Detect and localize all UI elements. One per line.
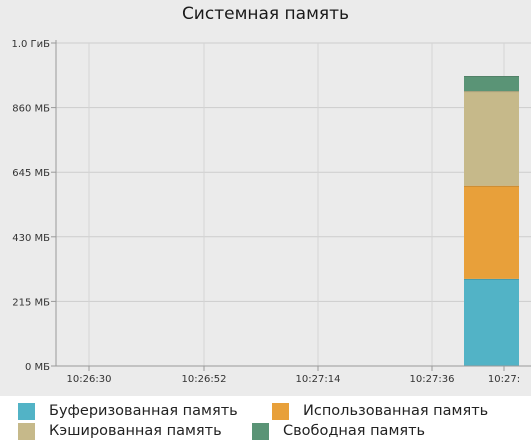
- legend-item-used[interactable]: Использованная память: [272, 401, 488, 421]
- legend: Буферизованная память Использованная пам…: [0, 396, 531, 444]
- series-layer: [464, 76, 519, 366]
- legend-swatch-buffered: [18, 402, 35, 420]
- stacked-area-segment: [464, 91, 519, 186]
- legend-item-free[interactable]: Свободная память: [252, 421, 425, 441]
- stacked-area-segment: [464, 76, 519, 92]
- y-tick-label: 0 МБ: [25, 362, 50, 373]
- x-tick-label: 10:27:14: [296, 374, 341, 385]
- y-tick-label: 645 МБ: [12, 168, 50, 179]
- y-tick-label: 215 МБ: [12, 297, 50, 308]
- chart-svg: 0 МБ 215 МБ 430 МБ 645 МБ 860 МБ 1.0 ГиБ 10:26…: [11, 39, 531, 385]
- legend-swatch-used: [272, 402, 289, 420]
- legend-label-buffered: Буферизованная память: [49, 403, 238, 419]
- x-tick-label: 10:26:52: [182, 374, 227, 385]
- chart-panel: Системная память 0 МБ 215 МБ 430 МБ 645 МБ 8…: [0, 0, 531, 396]
- y-tick-label: 860 МБ: [12, 104, 50, 115]
- grid-layer: [56, 42, 531, 366]
- legend-item-buffered[interactable]: Буферизованная память: [18, 401, 238, 421]
- y-tick-label: 430 МБ: [12, 233, 50, 244]
- legend-swatch-free: [252, 422, 269, 440]
- chart-title: Системная память: [181, 4, 350, 24]
- stacked-area-segment: [464, 185, 519, 279]
- legend-swatch-cached: [18, 422, 35, 440]
- legend-label-used: Использованная память: [303, 403, 489, 419]
- legend-label-free: Свободная память: [283, 423, 426, 439]
- y-tick-label: 1.0 ГиБ: [11, 39, 50, 50]
- x-tick-label: 10:27:: [488, 374, 520, 385]
- axis-layer: 0 МБ 215 МБ 430 МБ 645 МБ 860 МБ 1.0 ГиБ 10:26…: [11, 39, 531, 385]
- x-tick-label: 10:26:30: [67, 374, 112, 385]
- x-tick-label: 10:27:36: [410, 374, 455, 385]
- legend-item-cached[interactable]: Кэшированная память: [18, 421, 222, 441]
- stacked-area-segment: [464, 278, 519, 366]
- legend-label-cached: Кэшированная память: [49, 423, 222, 439]
